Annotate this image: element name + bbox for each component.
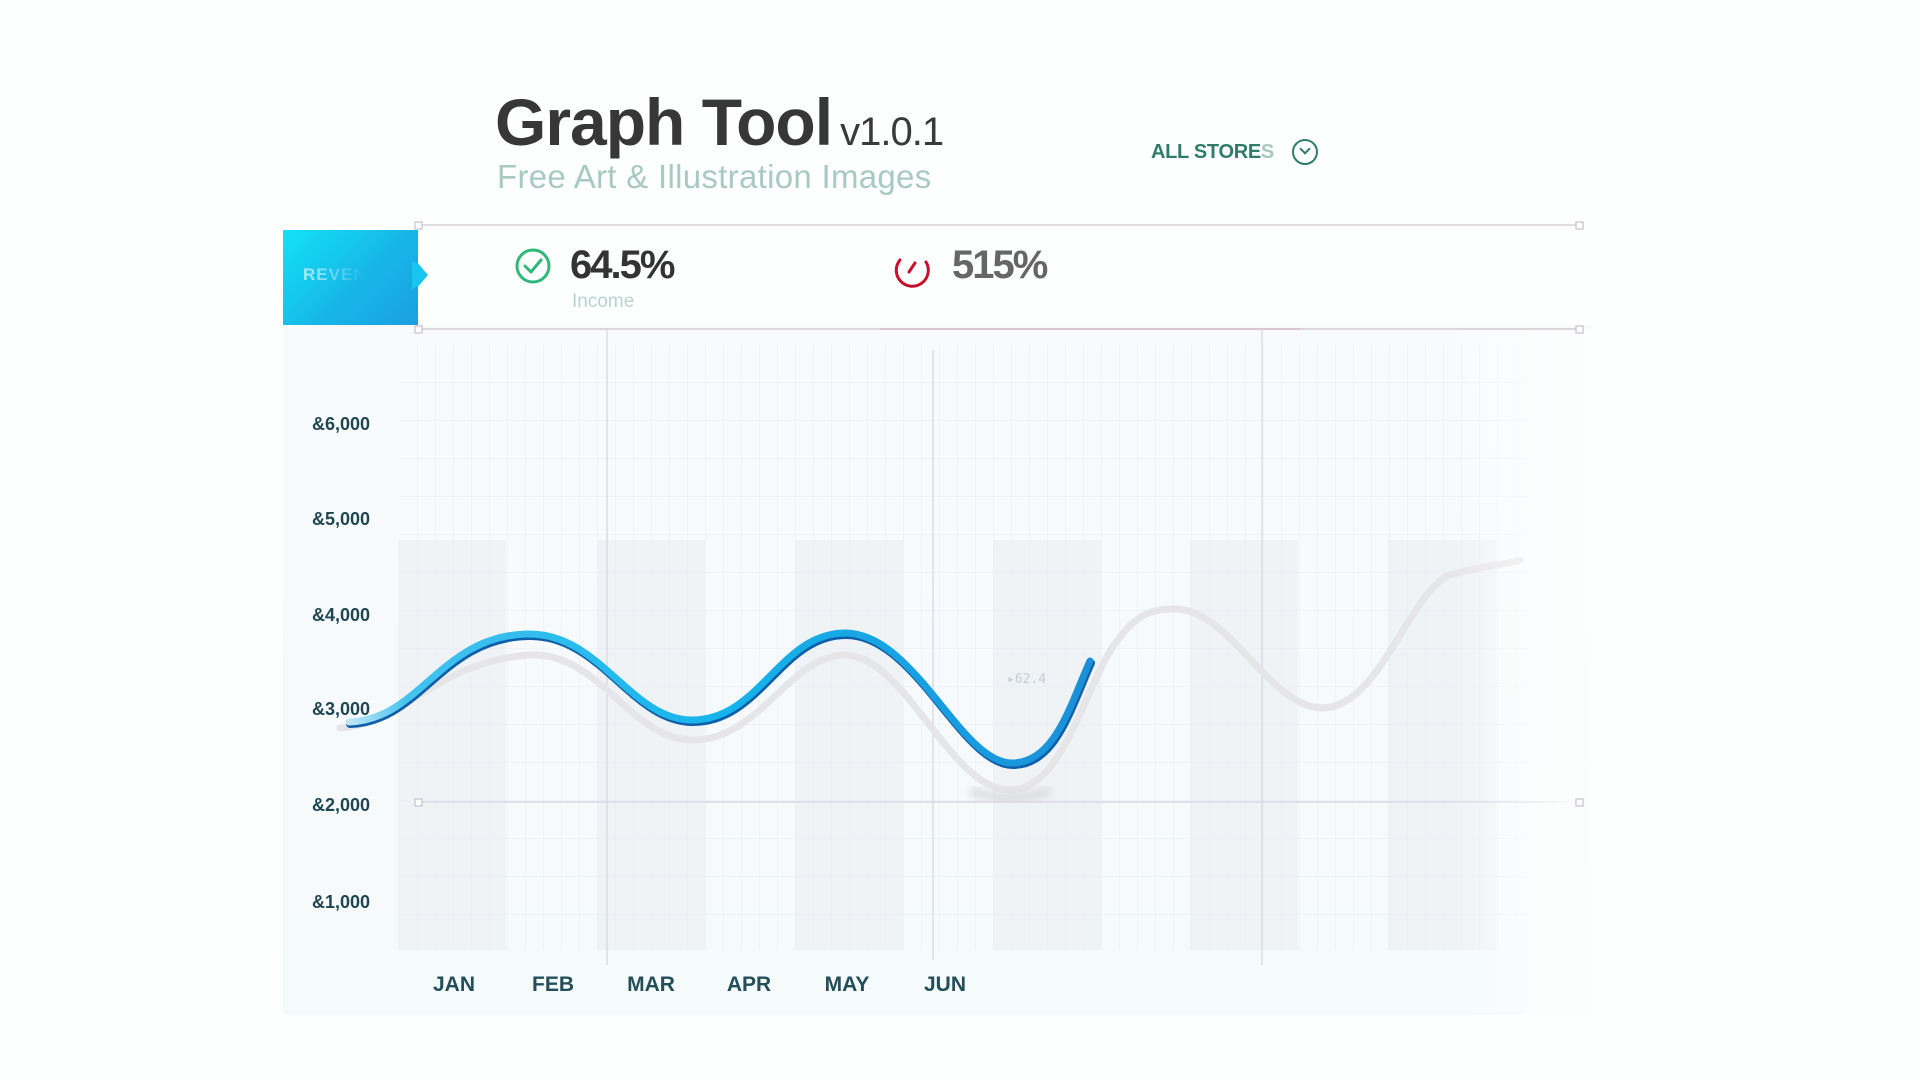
x-tick-may: MAY (824, 973, 870, 996)
y-tick-2000: &2,000 (312, 795, 371, 815)
power-gauge-icon (894, 258, 930, 288)
revenue-tab[interactable] (283, 230, 418, 325)
data-point-annotation: ▸62.4 (1007, 672, 1047, 687)
version-label: v1.0.1 (840, 110, 944, 154)
y-tick-1000: &1,000 (312, 892, 371, 912)
page-title: Graph Tool v1.0.1 (495, 84, 944, 160)
x-tick-mar: MAR (627, 973, 675, 996)
y-tick-5000: &5,000 (312, 509, 371, 529)
all-stores-dropdown[interactable]: ALL STORES (1151, 139, 1318, 165)
x-tick-feb: FEB (532, 973, 574, 996)
y-tick-3000: &3,000 (312, 699, 371, 719)
secondary-value: 515% (952, 243, 1048, 287)
check-circle-icon (515, 248, 551, 284)
y-tick-4000: &4,000 (312, 605, 371, 625)
page-subtitle: Free Art & Illustration Images (497, 158, 932, 195)
x-tick-jun: JUN (923, 973, 966, 996)
x-tick-jan: JAN (432, 973, 475, 996)
all-stores-label: ALL STORES (1151, 140, 1274, 163)
chevron-down-circle-icon[interactable] (1291, 139, 1318, 165)
x-tick-apr: APR (726, 973, 772, 996)
income-label: Income (572, 291, 635, 312)
income-value: 64.5% (570, 243, 675, 287)
y-tick-6000: &6,000 (312, 414, 371, 434)
title-text: Graph Tool (495, 85, 833, 159)
revenue-tab-label: REVENUE (303, 265, 393, 284)
